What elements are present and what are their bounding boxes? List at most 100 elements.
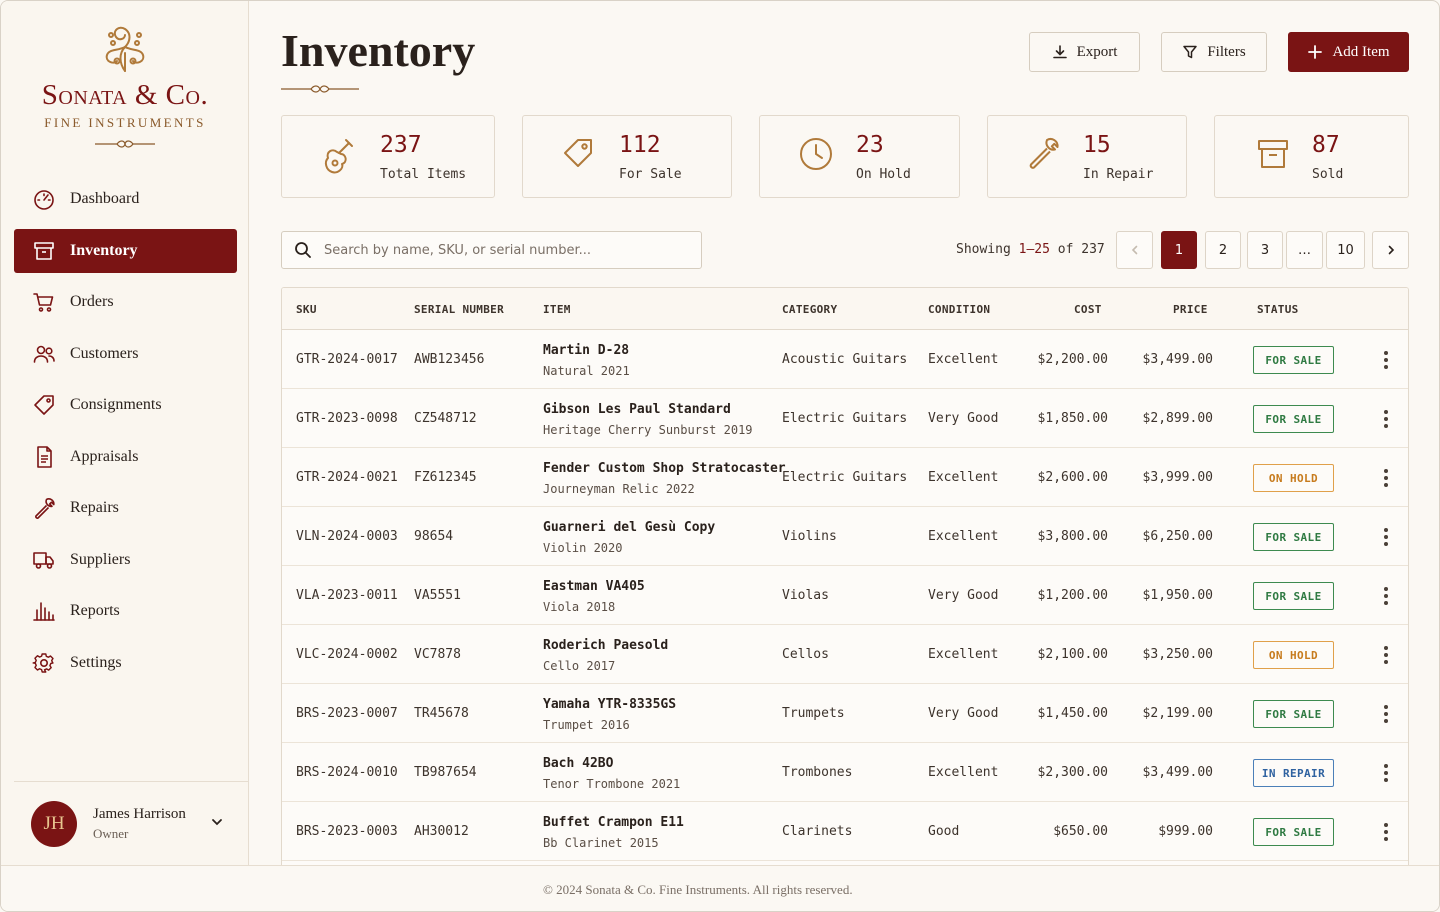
col-item[interactable]: ITEM [543,303,571,316]
col-category[interactable]: CATEGORY [782,303,838,316]
cell-item-name[interactable]: Martin D-28 [543,343,630,358]
row-actions-menu-icon[interactable] [1384,351,1388,369]
table-row[interactable]: BRS-2023-0007 TR45678 Yamaha YTR-8335GS Tru… [282,684,1408,743]
cell-serial: TB987654 [414,765,477,780]
stat-card-for-sale[interactable]: 112 For Sale [522,115,732,198]
gear-icon [32,652,54,673]
page-button-2[interactable]: 2 [1205,231,1241,269]
page-button-3[interactable]: 3 [1247,231,1283,269]
nav-item-appraisals[interactable]: Appraisals [14,435,237,479]
col-status[interactable]: STATUS [1257,303,1299,316]
stat-card-on-hold[interactable]: 23 On Hold [759,115,960,198]
cell-item-name[interactable]: Eastman VA405 [543,579,645,594]
page-button-1[interactable]: 1 [1161,231,1197,269]
status-badge: FOR SALE [1253,346,1334,374]
col-serial[interactable]: SERIAL NUMBER [414,303,504,316]
clock-icon [800,138,832,170]
row-actions-menu-icon[interactable] [1384,587,1388,605]
stat-card-total[interactable]: 237 Total Items [281,115,495,198]
row-actions-menu-icon[interactable] [1384,410,1388,428]
row-actions-menu-icon[interactable] [1384,764,1388,782]
cell-item-name[interactable]: Fender Custom Shop Stratocaster [543,461,786,476]
nav-item-dashboard[interactable]: Dashboard [14,177,237,221]
cell-item-name[interactable]: Gibson Les Paul Standard [543,402,731,417]
table-row[interactable]: VLA-2023-0011 VA5551 Eastman VA405 Viola 20… [282,566,1408,625]
cell-item-name[interactable]: Buffet Crampon E11 [543,815,684,830]
table-row[interactable]: GTR-2024-0021 FZ612345 Fender Custom Shop … [282,448,1408,507]
main-nav: Dashboard Inventory Orders Customers Con… [14,177,237,692]
row-actions-menu-icon[interactable] [1384,469,1388,487]
table-row[interactable]: VLC-2024-0002 VC7878 Roderich Paesold Cello… [282,625,1408,684]
cell-item-name[interactable]: Bach 42BO [543,756,614,771]
nav-item-customers[interactable]: Customers [14,332,237,376]
filters-label: Filters [1207,43,1246,60]
stat-card-sold[interactable]: 87 Sold [1214,115,1409,198]
cell-category: Trumpets [782,706,845,721]
cell-item-name[interactable]: Yamaha YTR-8335GS [543,697,677,712]
search-box[interactable] [281,231,702,269]
nav-item-inventory[interactable]: Inventory [14,228,237,273]
table-row[interactable]: BRS-2024-0010 TB987654 Bach 42BO Tenor Trom… [282,743,1408,802]
cell-item-detail: Trumpet 2016 [543,718,630,732]
user-menu[interactable]: JH James Harrison Owner [14,781,248,865]
col-cost[interactable]: COST [1074,303,1102,316]
nav-label: Inventory [70,241,138,259]
avatar: JH [31,800,77,847]
nav-label: Appraisals [70,447,139,465]
status-badge: FOR SALE [1253,582,1334,610]
stat-label: For Sale [619,167,682,182]
cell-item-detail: Violin 2020 [543,541,623,555]
table-row[interactable]: BRS-2023-0003 AH30012 Buffet Crampon E11 Bb… [282,802,1408,861]
archive-box-icon [34,241,54,260]
wrench-icon [35,498,55,519]
search-input[interactable] [324,242,684,258]
nav-label: Customers [70,344,139,362]
chevron-down-icon[interactable] [210,815,224,829]
nav-item-orders[interactable]: Orders [14,280,237,324]
row-actions-menu-icon[interactable] [1384,823,1388,841]
row-actions-menu-icon[interactable] [1384,705,1388,723]
nav-label: Reports [70,602,120,619]
showing-of: of [1057,242,1074,257]
stat-card-in-repair[interactable]: 15 In Repair [987,115,1187,198]
guitar-icon [324,139,353,174]
nav-item-repairs[interactable]: Repairs [14,486,237,530]
table-row[interactable]: GTR-2024-0017 AWB123456 Martin D-28 Natural… [282,330,1408,389]
page-button-10[interactable]: 10 [1326,231,1365,269]
gauge-icon [34,190,54,210]
cell-cost: $2,300.00 [1037,765,1108,780]
cell-cost: $2,600.00 [1037,470,1108,485]
cell-condition: Very Good [928,588,999,603]
col-sku[interactable]: SKU [296,303,317,316]
col-condition[interactable]: CONDITION [928,303,991,316]
row-actions-menu-icon[interactable] [1384,528,1388,546]
brand-logo[interactable]: Sonata & Co. FINE INSTRUMENTS [1,23,249,149]
nav-item-reports[interactable]: Reports [14,589,237,633]
cell-cost: $2,100.00 [1037,647,1108,662]
nav-label: Settings [70,653,122,671]
cell-item-detail: Bb Clarinet 2015 [543,836,659,850]
export-label: Export [1076,43,1118,60]
filters-button[interactable]: Filters [1161,32,1267,72]
cell-item-name[interactable]: Guarneri del Gesù Copy [543,520,716,535]
row-actions-menu-icon[interactable] [1384,646,1388,664]
col-price[interactable]: PRICE [1173,303,1208,316]
add-item-label: Add Item [1332,43,1390,60]
prev-page-button[interactable] [1116,231,1153,269]
add-item-button[interactable]: Add Item [1288,32,1409,72]
cell-price: $2,899.00 [1142,411,1213,426]
cell-price: $3,999.00 [1142,470,1213,485]
nav-item-consignments[interactable]: Consignments [14,383,237,427]
next-page-button[interactable] [1372,231,1409,269]
status-badge: ON HOLD [1253,641,1334,669]
table-row[interactable]: VLN-2024-0003 98654 Guarneri del Gesù Copy… [282,507,1408,566]
cell-sku: VLC-2024-0002 [296,647,398,662]
export-button[interactable]: Export [1029,32,1140,72]
cell-item-name[interactable]: Roderich Paesold [543,638,669,653]
nav-item-suppliers[interactable]: Suppliers [14,538,237,582]
cell-condition: Very Good [928,411,999,426]
table-row[interactable]: GTR-2023-0098 CZ548712 Gibson Les Paul Sta… [282,389,1408,448]
cell-category: Cellos [782,647,829,662]
status-badge: ON HOLD [1253,464,1334,492]
nav-item-settings[interactable]: Settings [14,641,237,685]
